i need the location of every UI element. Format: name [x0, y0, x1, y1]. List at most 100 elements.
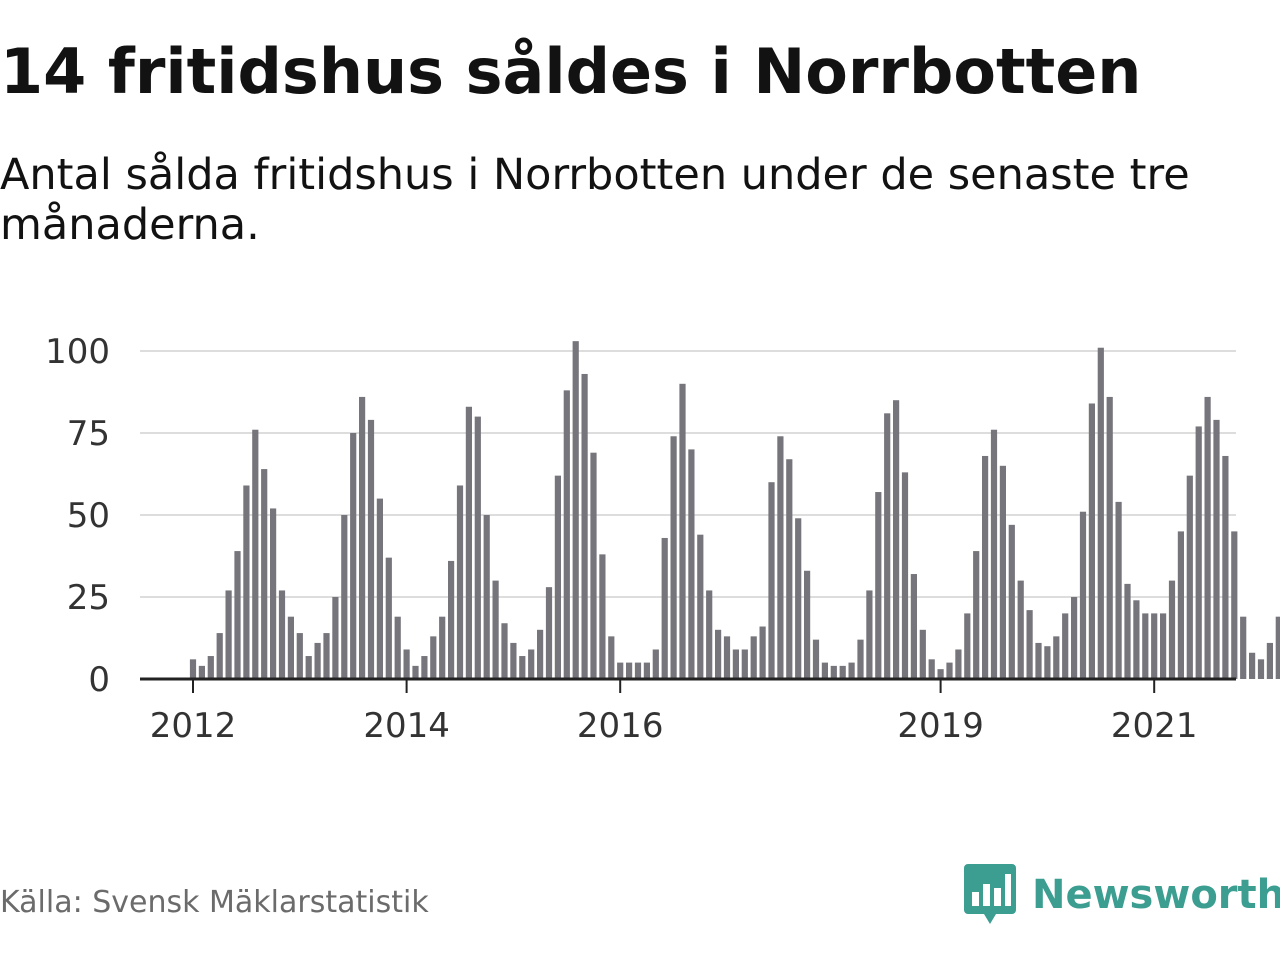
- bar: [1186, 475, 1193, 679]
- chart-axes: [140, 677, 1236, 693]
- bar: [1044, 646, 1051, 679]
- chart-title: 14 fritidshus såldes i Norrbotten: [0, 35, 1142, 108]
- bar: [768, 482, 775, 679]
- bar: [1106, 396, 1113, 679]
- bar: [893, 400, 900, 679]
- bar: [964, 613, 971, 679]
- bar: [270, 508, 277, 679]
- chart-subtitle: Antal sålda fritidshus i Norrbotten unde…: [0, 150, 1190, 250]
- bar: [376, 498, 383, 679]
- bar: [412, 665, 419, 679]
- bar: [1142, 613, 1149, 679]
- bar: [572, 341, 579, 679]
- bar: [884, 413, 891, 679]
- bar: [483, 515, 490, 679]
- bar: [1017, 580, 1024, 679]
- x-tick-label: 2012: [150, 706, 237, 746]
- bar: [439, 616, 446, 679]
- bar: [866, 590, 873, 679]
- bar: [278, 590, 286, 679]
- bar: [608, 636, 615, 679]
- bar: [1168, 580, 1176, 679]
- bar: [919, 629, 926, 679]
- bar: [750, 636, 757, 679]
- bar: [198, 665, 205, 679]
- bar: [563, 390, 570, 679]
- bar: [1062, 613, 1069, 679]
- bar: [1231, 531, 1238, 679]
- bar: [1160, 613, 1167, 679]
- bar: [688, 449, 695, 679]
- bar: [207, 656, 214, 679]
- bar: [1124, 583, 1131, 679]
- bar: [314, 642, 321, 679]
- bar: [830, 665, 837, 679]
- bar: [626, 662, 633, 679]
- bar: [928, 659, 935, 679]
- bar: [679, 383, 686, 679]
- bar: [296, 633, 303, 679]
- y-tick-label: 100: [45, 332, 110, 372]
- grid-lines: [140, 350, 1236, 598]
- bar: [537, 629, 544, 679]
- bar: [545, 587, 553, 679]
- bar: [385, 557, 392, 679]
- bar: [448, 560, 455, 679]
- bar: [1222, 455, 1229, 679]
- bar: [697, 534, 704, 679]
- bar: [1133, 600, 1140, 679]
- bar: [946, 662, 953, 679]
- bar: [759, 626, 766, 679]
- bar: [510, 642, 517, 679]
- bar: [1115, 501, 1122, 679]
- bar: [982, 455, 989, 679]
- bar: [359, 396, 366, 679]
- bar: [323, 633, 330, 679]
- y-tick-label: 25: [67, 578, 110, 618]
- bar: [999, 465, 1006, 679]
- bar: [225, 590, 232, 679]
- bar: [501, 623, 508, 679]
- bar: [955, 649, 962, 679]
- bar: [1053, 636, 1060, 679]
- x-tick-label: 2021: [1111, 706, 1198, 746]
- bar: [554, 475, 561, 679]
- bar: [394, 616, 401, 679]
- bar: [1079, 511, 1087, 679]
- x-tick-label: 2019: [897, 706, 984, 746]
- bar: [617, 662, 624, 679]
- bar: [857, 639, 864, 679]
- bar: [519, 656, 526, 679]
- bar: [243, 485, 250, 679]
- x-tick-label: 2016: [577, 706, 664, 746]
- bar: [661, 537, 668, 679]
- bar: [421, 656, 428, 679]
- bar: [341, 515, 348, 679]
- brand-name: Newsworthy: [1032, 872, 1280, 918]
- bar: [795, 518, 802, 679]
- bar: [1204, 396, 1211, 679]
- bar: [990, 429, 998, 679]
- y-tick-label: 0: [88, 660, 110, 700]
- bar: [1249, 652, 1256, 679]
- bar: [216, 633, 223, 679]
- bar: [599, 554, 606, 679]
- bar: [1088, 403, 1095, 679]
- brand-logo: Newsworthy: [964, 864, 1280, 926]
- y-tick-label: 75: [67, 414, 110, 454]
- bar: [875, 492, 882, 679]
- bar: [1266, 642, 1273, 679]
- bar: [715, 629, 722, 679]
- bar: [287, 616, 294, 679]
- bar: [581, 373, 588, 679]
- bar: [403, 649, 410, 679]
- bar: [1275, 616, 1280, 679]
- bar: [937, 669, 944, 679]
- bar: [1035, 642, 1042, 679]
- bar: [1151, 613, 1158, 679]
- bar: [332, 597, 339, 679]
- bar: [973, 551, 980, 679]
- bar: [590, 452, 597, 679]
- bar: [1240, 616, 1247, 679]
